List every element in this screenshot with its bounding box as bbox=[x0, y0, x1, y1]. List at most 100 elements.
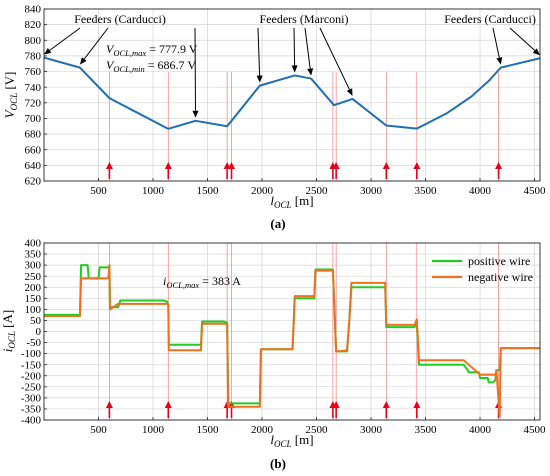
voltage-chart-ytick-label: 780 bbox=[25, 51, 42, 63]
voltage-chart-ytick-label: 840 bbox=[25, 4, 42, 16]
voltage-chart-ytick-label: 800 bbox=[25, 35, 42, 47]
voltage-chart-ytick-label: 740 bbox=[25, 82, 42, 94]
current-chart-series bbox=[44, 264, 540, 418]
voltage-chart-series bbox=[44, 56, 540, 130]
feeder-annotation-label: Feeders (Carducci) bbox=[74, 12, 166, 26]
current-chart-xtick-label: 3000 bbox=[360, 424, 383, 436]
feeder-arrow-line bbox=[319, 27, 350, 90]
current-chart-vehicle-arrow-head bbox=[413, 401, 421, 408]
voltage-chart-xtick-label: 4500 bbox=[524, 185, 547, 197]
current-chart-ytick-label: 50 bbox=[30, 315, 42, 327]
voltage-chart-frame bbox=[43, 8, 541, 182]
panel-a-label: (a) bbox=[270, 216, 285, 231]
current-chart-vehicle-arrow-head bbox=[332, 401, 340, 408]
feeder-arrow-line bbox=[509, 27, 536, 51]
voltage-chart-ylabel: VOCL [V] bbox=[2, 72, 19, 119]
current-chart-vehicle-arrow-head bbox=[382, 401, 390, 408]
current-chart-xlabel: lOCL [m] bbox=[270, 432, 313, 449]
voltage-chart-vehicle-arrow-head bbox=[382, 162, 390, 169]
current-chart-ytick-label: -250 bbox=[21, 381, 42, 393]
feeder-annotation-label: Feeders (Marconi) bbox=[260, 12, 349, 26]
current-chart-vehicle-arrow-head bbox=[105, 401, 113, 408]
current-chart-ytick-label: 150 bbox=[25, 293, 42, 305]
feeder-arrow-line bbox=[83, 27, 109, 60]
current-chart-ytick-label: -150 bbox=[21, 359, 42, 371]
legend-label-positive-wire: positive wire bbox=[468, 254, 530, 268]
current-chart-ytick-label: 0 bbox=[36, 326, 42, 338]
current-chart: 500 1000 1500 2000 2500 3000 3500 4000 4500-400-… bbox=[0, 238, 546, 471]
panel-b-label: (b) bbox=[270, 456, 286, 471]
current-chart-xtick-label: 2000 bbox=[251, 424, 274, 436]
voltage-chart-xtick-label: 1500 bbox=[197, 185, 220, 197]
voltage-chart-ytick-label: 620 bbox=[25, 176, 42, 188]
current-chart-ytick-label: -100 bbox=[21, 348, 42, 360]
voltage-chart-xtick-label: 2000 bbox=[251, 185, 274, 197]
voltage-chart-vehicle-arrow-head bbox=[105, 162, 113, 169]
voltage-chart-xlabel: lOCL [m] bbox=[270, 193, 313, 210]
vmin-label: VOCL,min = 686.7 V bbox=[106, 58, 196, 74]
current-chart-ytick-label: -350 bbox=[21, 404, 42, 416]
feeder-arrow-head bbox=[256, 75, 263, 83]
voltage-chart: 500 1000 1500 2000 2500 3000 3500 4000 4500 620 64… bbox=[2, 4, 546, 231]
voltage-chart-ytick-label: 760 bbox=[25, 66, 42, 78]
feeder-arrow-head bbox=[307, 68, 314, 76]
current-chart-xtick-label: 4000 bbox=[469, 424, 492, 436]
current-chart-grid bbox=[44, 242, 540, 421]
current-chart-vehicle-arrow-head bbox=[164, 401, 172, 408]
voltage-chart-xtick-label: 3500 bbox=[415, 185, 438, 197]
feeder-arrow-head bbox=[496, 57, 503, 65]
feeder-arrow-line bbox=[304, 27, 311, 69]
current-chart-legend: positive wire negative wire bbox=[432, 254, 533, 284]
voltage-chart-series-line-0 bbox=[44, 56, 540, 130]
voltage-chart-vehicle-arrow-head bbox=[413, 162, 421, 169]
current-chart-xtick-label: 3500 bbox=[415, 424, 438, 436]
current-chart-xtick-label: 1000 bbox=[142, 424, 165, 436]
voltage-chart-xtick-label: 1000 bbox=[142, 185, 165, 197]
voltage-chart-xtick-label: 2500 bbox=[306, 185, 329, 197]
current-chart-ytick-label: 400 bbox=[25, 238, 42, 250]
current-chart-ytick-label: 100 bbox=[25, 304, 42, 316]
feeder-arrow-head bbox=[532, 48, 540, 56]
current-chart-ytick-label: 300 bbox=[25, 260, 42, 272]
current-chart-ytick-label: -50 bbox=[26, 337, 41, 349]
current-chart-series-line-positive-wire bbox=[44, 264, 540, 405]
current-chart-series-line-negative-wire bbox=[44, 264, 540, 418]
feeder-arrow-head bbox=[291, 65, 298, 73]
feeder-arrow-head bbox=[44, 47, 52, 55]
voltage-chart-ytick-label: 640 bbox=[25, 160, 42, 172]
feeder-arrow-head bbox=[192, 110, 199, 118]
voltage-chart-vehicle-arrow-head bbox=[495, 162, 503, 169]
voltage-chart-vehicle-arrow-head bbox=[227, 162, 235, 169]
feeder-arrow-head bbox=[346, 88, 353, 96]
voltage-chart-vehicle-arrow-head bbox=[332, 162, 340, 169]
legend-label-negative-wire: negative wire bbox=[468, 270, 533, 284]
current-chart-xtick-label: 4500 bbox=[524, 424, 547, 436]
current-chart-ytick-label: 250 bbox=[25, 271, 42, 283]
feeder-arrow-line bbox=[492, 27, 500, 58]
voltage-chart-vehicle-markers bbox=[105, 72, 503, 181]
feeder-arrow-line bbox=[257, 27, 261, 76]
current-chart-ytick-label: 350 bbox=[25, 249, 42, 261]
current-chart-xtick-label: 1500 bbox=[197, 424, 220, 436]
current-chart-xtick-label: 500 bbox=[90, 424, 107, 436]
voltage-chart-ticks: 500 1000 1500 2000 2500 3000 3500 4000 4500 620 64… bbox=[25, 4, 547, 197]
current-chart-ticks: 500 1000 1500 2000 2500 3000 3500 4000 4500-400-… bbox=[21, 238, 546, 436]
current-chart-ytick-label: 200 bbox=[25, 282, 42, 294]
voltage-chart-xtick-label: 500 bbox=[90, 185, 107, 197]
imax-label: iOCL,max = 383 A bbox=[163, 274, 241, 290]
current-chart-ytick-label: -300 bbox=[21, 392, 42, 404]
voltage-chart-ytick-label: 820 bbox=[25, 19, 42, 31]
voltage-chart-ytick-label: 680 bbox=[25, 129, 42, 141]
vmax-label: VOCL,max = 777.9 V bbox=[106, 42, 198, 58]
feeder-arrow-line bbox=[293, 27, 296, 66]
voltage-chart-annotations: Feeders (Carducci) Feeders (Marconi) Feede… bbox=[44, 12, 540, 118]
current-chart-ytick-label: -200 bbox=[21, 370, 42, 382]
feeder-arrow-line bbox=[49, 27, 81, 51]
voltage-chart-xtick-label: 3000 bbox=[360, 185, 383, 197]
current-chart-xtick-label: 2500 bbox=[306, 424, 329, 436]
voltage-chart-ytick-label: 700 bbox=[25, 113, 42, 125]
feeder-annotation-label: Feeders (Carducci) bbox=[444, 12, 536, 26]
current-chart-ylabel: iOCL [A] bbox=[0, 310, 17, 352]
voltage-chart-xtick-label: 4000 bbox=[469, 185, 492, 197]
